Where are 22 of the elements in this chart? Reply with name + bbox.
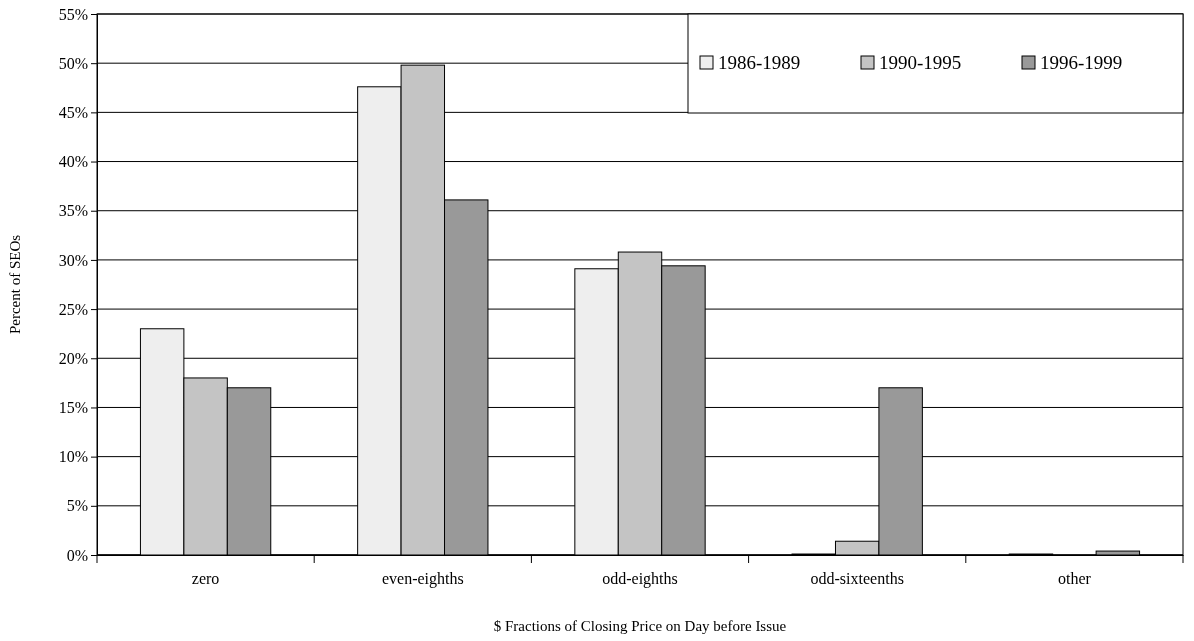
y-tick-label: 5% (66, 497, 88, 515)
x-tick-label: zero (191, 570, 220, 588)
y-tick-label: 20% (58, 349, 88, 367)
y-axis-title: Percent of SEOs (7, 234, 23, 335)
x-tick-label: other (1057, 570, 1092, 588)
legend-label: 1990-1995 (879, 52, 962, 73)
y-tick-label: 35% (58, 202, 88, 220)
legend-label: 1986-1989 (718, 52, 801, 73)
y-tick-label: 45% (58, 103, 88, 121)
y-tick-label: 10% (58, 448, 88, 466)
y-tick-label: 0% (66, 546, 88, 564)
x-tick-label: even-eighths (381, 570, 464, 589)
x-tick-label: odd-eighths (602, 570, 678, 589)
legend-label: 1996-1999 (1040, 52, 1123, 73)
x-axis-title: $ Fractions of Closing Price on Day before Issue (493, 618, 787, 634)
y-tick-label: 55% (58, 5, 88, 23)
y-tick-label: 25% (58, 300, 88, 318)
y-tick-label: 15% (58, 399, 88, 417)
y-tick-label: 30% (58, 251, 88, 269)
y-tick-label: 50% (58, 54, 88, 72)
x-tick-label: odd-sixteenths (810, 570, 904, 588)
y-tick-label: 40% (58, 153, 88, 171)
